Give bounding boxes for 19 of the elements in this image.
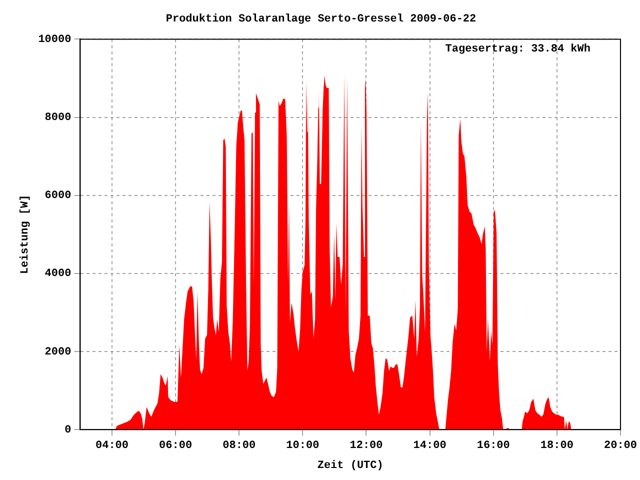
y-tick-label: 0 [64, 424, 72, 436]
x-axis-title: Zeit (UTC) [317, 460, 384, 472]
chart-title: Produktion Solaranlage Serto-Gressel 2009-06-22 [166, 13, 476, 26]
y-tick-label: 2000 [44, 346, 72, 358]
x-tick-label: 16:00 [476, 440, 510, 452]
x-tick-label: 14:00 [413, 440, 446, 452]
y-tick-label: 6000 [44, 190, 72, 202]
y-tick-label: 4000 [44, 268, 72, 280]
y-tick-label: 10000 [38, 34, 72, 46]
x-tick-label: 10:00 [286, 440, 320, 452]
x-tick-label: 12:00 [350, 440, 383, 452]
y-axis-title: Leistung [W] [19, 194, 32, 274]
x-tick-label: 06:00 [159, 440, 192, 452]
x-tick-label: 18:00 [540, 440, 574, 452]
x-tick-label: 20:00 [604, 440, 638, 452]
x-tick-label: 08:00 [222, 440, 256, 452]
x-tick-label: 04:00 [95, 440, 128, 452]
y-tick-label: 8000 [44, 112, 72, 124]
annotation: Tagesertrag: 33.84 kWh [445, 43, 590, 56]
